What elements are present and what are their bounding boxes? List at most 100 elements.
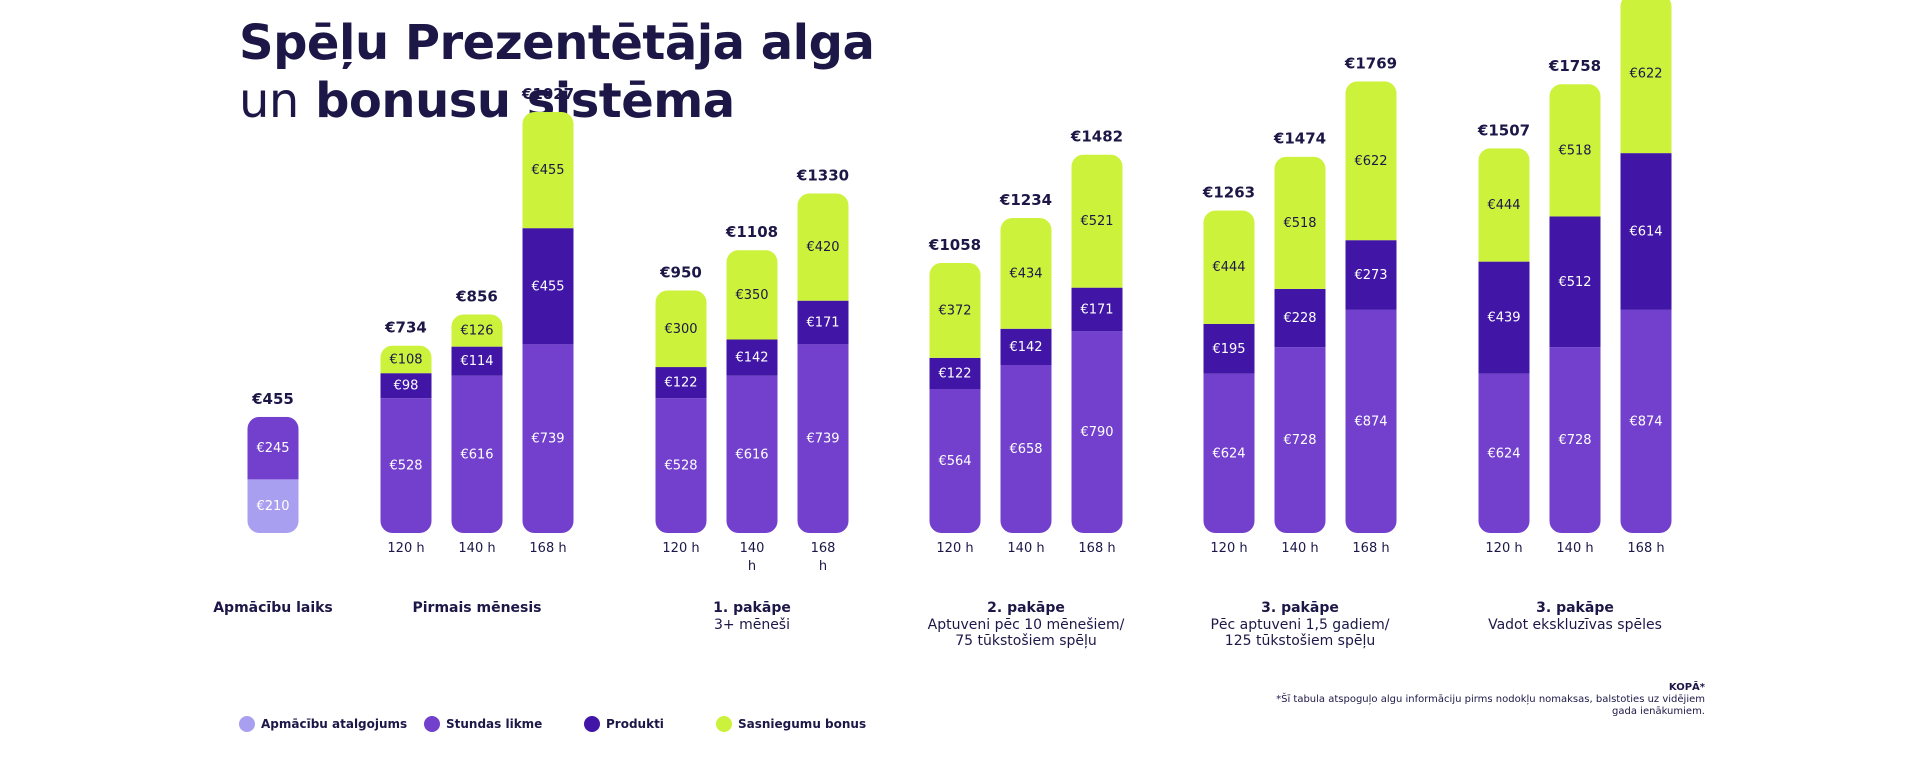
bar-segment-products — [1345, 240, 1397, 310]
group-title-apm-c-bu-laiks-1: Apmācību laiks — [213, 600, 333, 616]
segment-value-label: €521 — [1080, 214, 1113, 229]
hours-label: 140 h — [458, 541, 495, 556]
group-subtitle: 3+ mēneši — [714, 617, 790, 633]
segment-value-label: €273 — [1354, 268, 1387, 283]
segment-value-label: €518 — [1558, 143, 1591, 158]
segment-value-label: €518 — [1283, 216, 1316, 231]
bar-segment-hourly — [380, 398, 432, 533]
bar-total-label: €734 — [384, 319, 427, 337]
bar-segment-bonus — [1274, 156, 1326, 289]
segment-value-label: €245 — [256, 441, 289, 456]
bar-6-3 — [1620, 0, 1672, 533]
segment-value-label: €434 — [1009, 266, 1042, 281]
group-title-3-pak-pe-5: 3. pakāpe — [1261, 600, 1339, 616]
bar-total-label: €1507 — [1477, 121, 1530, 139]
segment-value-label: €420 — [806, 240, 839, 255]
segment-value-label: €228 — [1283, 311, 1316, 326]
hours-label: 168 h — [1627, 541, 1664, 556]
segment-value-label: €874 — [1629, 414, 1662, 429]
segment-value-label: €728 — [1283, 433, 1316, 448]
segment-value-label: €300 — [664, 322, 697, 337]
segment-value-label: €108 — [389, 352, 422, 367]
bar-total-label: €1234 — [999, 191, 1052, 209]
bar-segment-hourly — [1071, 331, 1123, 533]
bar-2-2 — [451, 314, 503, 533]
bar-segment-hourly — [1000, 365, 1052, 533]
bar-total-label: €1482 — [1070, 128, 1123, 146]
segment-value-label: €122 — [938, 366, 971, 381]
bar-segment-bonus — [929, 262, 981, 358]
segment-value-label: €142 — [1009, 340, 1042, 355]
segment-value-label: €658 — [1009, 442, 1042, 457]
bar-3-3 — [797, 193, 849, 533]
segment-value-label: €528 — [389, 459, 422, 474]
bar-total-label: €1474 — [1273, 130, 1326, 148]
legend-item-training: Apmācību atalgojums — [239, 716, 407, 732]
bar-segment-products — [380, 373, 432, 399]
segment-value-label: €114 — [460, 354, 493, 369]
footnote-heading: KOPĀ* — [1668, 682, 1705, 693]
bar-4-2 — [1000, 217, 1052, 533]
bar-segment-hourly — [451, 375, 503, 533]
bar-total-label: €950 — [659, 263, 702, 281]
bar-4-3 — [1071, 154, 1123, 533]
legend-swatch-bonus — [716, 716, 732, 732]
segment-value-label: €739 — [531, 432, 564, 447]
bar-segment-hourly — [1549, 347, 1601, 533]
legend-item-hourly: Stundas likme — [424, 716, 542, 732]
hours-label: 168 h — [1078, 541, 1115, 556]
segment-value-label: €444 — [1212, 260, 1245, 275]
chart-title: Spēļu Prezentētāja alga un bonusu sistēm… — [239, 14, 875, 130]
bar-segment-products — [1000, 328, 1052, 366]
group-title-pirmais-m-nesis-2: Pirmais mēnesis — [412, 600, 541, 616]
hours-label: 140 h — [1556, 541, 1593, 556]
legend-item-products: Produkti — [584, 716, 664, 732]
bar-segment-bonus — [1203, 210, 1255, 324]
segment-value-label: €98 — [394, 379, 419, 394]
bar-segment-hourly — [1478, 373, 1530, 533]
segment-value-label: €616 — [460, 447, 493, 462]
bar-segment-products — [451, 346, 503, 376]
legend-item-bonus: Sasniegumu bonus — [716, 716, 866, 732]
segment-value-label: €616 — [735, 447, 768, 462]
bar-segment-bonus — [655, 290, 707, 368]
bar-segment-bonus — [1345, 81, 1397, 241]
hours-label: 140 h — [1007, 541, 1044, 556]
segment-value-label: €622 — [1354, 154, 1387, 169]
bar-segment-bonus — [1000, 217, 1052, 329]
segment-value-label: €142 — [735, 351, 768, 366]
hours-label: 140 h — [740, 541, 765, 574]
bar-segment-hourly — [1620, 309, 1672, 533]
bar-segment-hourly — [929, 389, 981, 533]
segment-value-label: €624 — [1487, 446, 1520, 461]
segment-value-label: €528 — [664, 459, 697, 474]
title-line-2-normal: un — [239, 73, 299, 129]
bar-segment-hourly — [1274, 347, 1326, 533]
segment-value-label: €350 — [735, 288, 768, 303]
group-title-2-pak-pe-4: 2. pakāpe — [987, 600, 1065, 616]
bar-segment-training — [247, 479, 299, 533]
segment-value-label: €210 — [256, 499, 289, 514]
hours-label: 120 h — [1210, 541, 1247, 556]
bar-segment-bonus — [726, 250, 778, 340]
bar-segment-products — [726, 339, 778, 376]
bar-segment-bonus — [1478, 148, 1530, 262]
footnote: KOPĀ* *Šī tabula atspoguļo algu informāc… — [1276, 682, 1705, 718]
legend-swatch-products — [584, 716, 600, 732]
hours-label: 168 h — [1352, 541, 1389, 556]
bar-5-1 — [1203, 210, 1255, 533]
legend-label-bonus: Sasniegumu bonus — [738, 717, 867, 731]
segment-value-label: €171 — [1080, 302, 1113, 317]
segment-value-label: €564 — [938, 454, 971, 469]
bar-segment-products — [1478, 261, 1530, 374]
segment-value-label: €624 — [1212, 446, 1245, 461]
group-subtitle: Pēc aptuveni 1,5 gadiem/125 tūkstošiem s… — [1210, 617, 1389, 649]
hours-label: 120 h — [1485, 541, 1522, 556]
bar-segment-products — [1620, 153, 1672, 310]
bar-5-2 — [1274, 156, 1326, 533]
bar-segment-hourly — [522, 344, 574, 533]
bar-total-label: €1263 — [1202, 184, 1255, 202]
bar-6-2 — [1549, 84, 1601, 533]
bar-total-label: €1027 — [521, 85, 574, 103]
segment-value-label: €728 — [1558, 433, 1591, 448]
